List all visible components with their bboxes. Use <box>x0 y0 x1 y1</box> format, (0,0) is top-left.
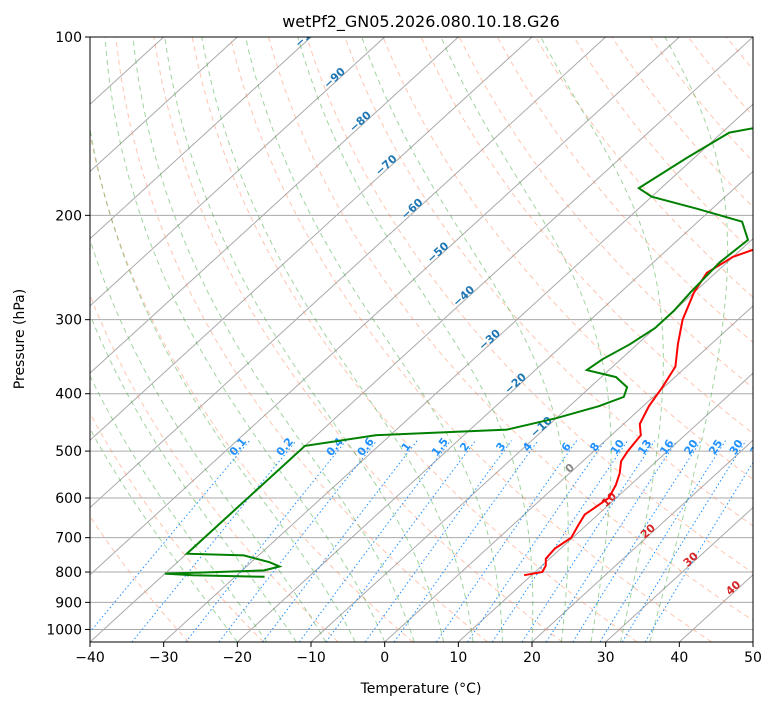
x-tick-label: −30 <box>149 650 179 666</box>
moist-adiabat <box>441 37 611 642</box>
mixing-ratio-line <box>219 441 377 642</box>
x-tick-label: 10 <box>449 650 467 666</box>
y-tick-label: 700 <box>55 531 82 547</box>
mixing-ratio-line <box>622 441 746 642</box>
dry-adiabat <box>536 37 775 642</box>
y-axis-label: Pressure (hPa) <box>12 289 28 389</box>
isotherm-line <box>16 37 679 642</box>
isotherm-label: −40 <box>450 283 477 309</box>
mixing-ratio-line <box>299 441 451 642</box>
mixing-ratio-line <box>573 441 701 642</box>
x-tick-label: 40 <box>670 650 688 666</box>
y-tick-label: 1000 <box>46 622 82 638</box>
mixing-ratio-line <box>492 441 627 642</box>
mixing-ratio-label: 3 <box>493 440 508 454</box>
x-tick-label: 50 <box>744 650 762 666</box>
dry-adiabat <box>192 37 637 642</box>
dry-adiabat <box>765 37 775 642</box>
isotherm-label: −70 <box>373 152 400 178</box>
y-tick-label: 200 <box>55 208 82 224</box>
moist-adiabat <box>105 37 385 642</box>
x-tick-label: 30 <box>597 650 615 666</box>
isotherm-line <box>0 37 237 642</box>
isotherm-label: 10 <box>599 490 619 510</box>
isotherm-label: −50 <box>425 239 452 265</box>
x-tick-label: 20 <box>523 650 541 666</box>
y-tick-label: 100 <box>55 30 82 46</box>
x-axis-label: Temperature (°C) <box>360 681 482 697</box>
y-tick-label: 600 <box>55 491 82 507</box>
isotherm-line <box>0 37 458 642</box>
y-tick-label: 300 <box>55 313 82 329</box>
moist-adiabat <box>80 37 355 642</box>
dry-adiabat <box>688 37 775 642</box>
mixing-ratio-label: 0.2 <box>274 435 296 458</box>
mixing-ratio-label: 13 <box>635 437 654 457</box>
mixing-ratio-line <box>468 441 606 642</box>
y-tick-label: 900 <box>55 595 82 611</box>
moist-adiabat <box>0 37 237 642</box>
mixing-ratio-label: 6 <box>559 440 574 454</box>
y-tick-label: 800 <box>55 565 82 581</box>
isotherm-label: 30 <box>681 549 701 569</box>
mixing-ratio-line <box>522 441 655 642</box>
isotherm-label: −60 <box>399 196 426 222</box>
moist-adiabat <box>165 37 444 642</box>
mixing-ratio-label: 4 <box>520 440 535 454</box>
isotherm-label: 40 <box>723 578 743 598</box>
mixing-ratio-label: 36 <box>748 437 767 457</box>
dewpoint-profile-line <box>165 37 775 577</box>
x-tick-label: −20 <box>223 650 253 666</box>
isotherm-label: −80 <box>347 108 374 134</box>
dry-adiabat <box>650 37 775 642</box>
mixing-ratio-line <box>600 441 726 642</box>
isotherm-label: 20 <box>638 521 658 541</box>
mixing-ratio-label: 20 <box>682 437 701 457</box>
dry-adiabat <box>345 37 775 642</box>
mixing-ratio-label: 30 <box>727 437 746 457</box>
isotherm-label: −30 <box>476 327 503 353</box>
y-tick-label: 500 <box>55 444 82 460</box>
mixing-ratio-label: 1.5 <box>429 435 451 458</box>
temperature-profile-line <box>524 37 775 575</box>
mixing-ratio-line <box>436 441 576 642</box>
mixing-ratio-label: 8 <box>587 440 602 454</box>
x-tick-label: −10 <box>296 650 326 666</box>
dry-adiabat <box>269 37 775 642</box>
mixing-ratio-label: 1 <box>399 440 414 454</box>
y-tick-label: 400 <box>55 387 82 403</box>
mixing-ratio-line <box>263 441 417 642</box>
isotherm-label: −10 <box>528 414 555 440</box>
x-tick-label: 0 <box>380 650 389 666</box>
chart-title: wetPf2_GN05.2026.080.10.18.G26 <box>282 12 560 32</box>
isotherm-label: −90 <box>321 65 348 91</box>
mixing-ratio-line <box>326 441 475 642</box>
isotherm-line <box>753 37 775 642</box>
isotherm-line <box>0 37 385 642</box>
isotherm-label: −20 <box>502 370 529 396</box>
isotherm-line <box>0 37 606 642</box>
mixing-ratio-label: 16 <box>657 437 677 457</box>
moist-adiabat <box>18 37 267 642</box>
mixing-ratio-line <box>186 441 346 642</box>
x-tick-label: −40 <box>75 650 105 666</box>
isotherm-line <box>164 37 775 642</box>
mixing-ratio-label: 25 <box>706 437 725 457</box>
moist-adiabat <box>541 37 664 642</box>
